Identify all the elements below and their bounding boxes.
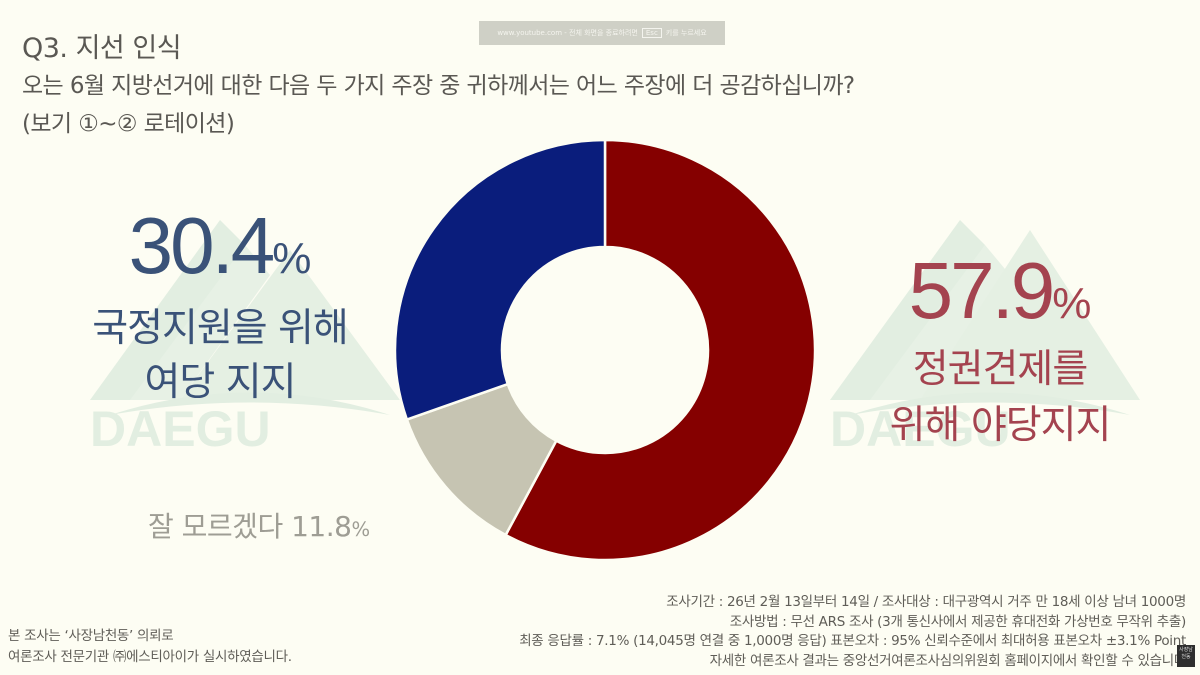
question-title: Q3. 지선 인식 (22, 33, 182, 64)
response-rate: 최종 응답률 : 7.1% (14,045명 연결 중 1,000명 응답) 표… (519, 633, 1186, 649)
slice-opposition (503, 138, 817, 562)
sponsor-note: 본 조사는 ‘사장남천동’ 의뢰로 여론조사 전문기관 ㈜에스티아이가 실시하였… (8, 626, 292, 668)
percent-sign: % (351, 518, 370, 541)
ruling-label-line2: 여당 지지 (144, 360, 297, 405)
esc-key-icon: Esc (641, 28, 662, 38)
ruling-label-line1: 국정지원을 위해 (92, 306, 349, 351)
percent-sign: % (272, 234, 312, 283)
dont-know-label: 잘 모르겠다 11.8% (148, 505, 370, 545)
question-text: 오는 6월 지방선거에 대한 다음 두 가지 주장 중 귀하께서는 어느 주장에… (22, 73, 855, 99)
opposition-percentage: 57.9% (820, 245, 1180, 337)
survey-method: 조사방법 : 무선 ARS 조사 (3개 통신사에서 제공한 휴대전화 가상번호… (729, 613, 1187, 630)
ruling-percentage: 30.4% (60, 200, 380, 292)
opposition-label-line1: 정권견제를 (912, 347, 1088, 392)
opposition-value: 57.9 (908, 246, 1056, 335)
ruling-value: 30.4 (128, 201, 276, 290)
sponsor-note-line: 여론조사 전문기관 ㈜에스티아이가 실시하였습니다. (8, 649, 292, 665)
rotation-note: (보기 ①~② 로테이션) (22, 111, 235, 137)
daegu-watermark-right-icon: DAEGU (830, 220, 1140, 457)
fullscreen-exit-hint: www.youtube.com - 전체 화면을 종료하려면 Esc 키를 누르… (479, 21, 725, 45)
hint-prefix: www.youtube.com - 전체 화면을 종료하려면 (497, 29, 638, 37)
survey-period: 조사기간 : 26년 2월 13일부터 14일 / 조사대상 : 대구광역시 거… (666, 594, 1186, 610)
hint-suffix: 키를 누르세요 (665, 29, 707, 37)
dont-know-text: 잘 모르겠다 11.8 (148, 510, 352, 543)
opposition-label-line2: 위해 야당지지 (889, 403, 1112, 448)
percent-sign: % (1052, 279, 1092, 328)
watermark-text: DAEGU (830, 401, 1011, 457)
watermark-text: DAEGU (90, 401, 271, 457)
opposition-label: 정권견제를 위해 야당지지 (800, 342, 1200, 454)
sponsor-note-line: 본 조사는 ‘사장남천동’ 의뢰로 (8, 628, 174, 644)
more-info-note: 자세한 여론조사 결과는 중앙선거여론조사심의위원회 홈페이지에서 확인할 수 … (709, 652, 1187, 669)
daegu-watermark-left-icon: DAEGU (90, 220, 400, 457)
donut-chart (393, 138, 817, 562)
channel-logo-badge: 사장남천동 (1177, 645, 1195, 667)
survey-methodology: 조사기간 : 26년 2월 13일부터 14일 / 조사대상 : 대구광역시 거… (519, 593, 1186, 671)
slice-ruling (393, 138, 607, 422)
ruling-label: 국정지원을 위해 여당 지지 (40, 302, 400, 410)
